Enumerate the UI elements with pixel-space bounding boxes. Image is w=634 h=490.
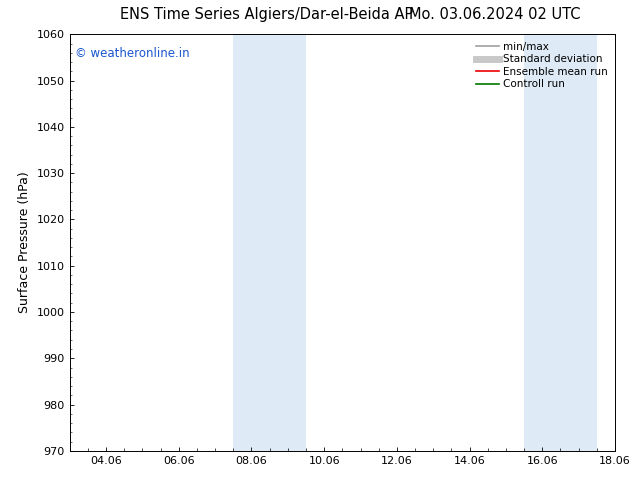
Text: Mo. 03.06.2024 02 UTC: Mo. 03.06.2024 02 UTC <box>409 7 580 23</box>
Text: ENS Time Series Algiers/Dar-el-Beida AP: ENS Time Series Algiers/Dar-el-Beida AP <box>120 7 413 23</box>
Y-axis label: Surface Pressure (hPa): Surface Pressure (hPa) <box>18 172 31 314</box>
Bar <box>524 34 597 451</box>
Bar <box>233 34 306 451</box>
Legend: min/max, Standard deviation, Ensemble mean run, Controll run: min/max, Standard deviation, Ensemble me… <box>474 40 610 92</box>
Text: © weatheronline.in: © weatheronline.in <box>75 47 190 60</box>
